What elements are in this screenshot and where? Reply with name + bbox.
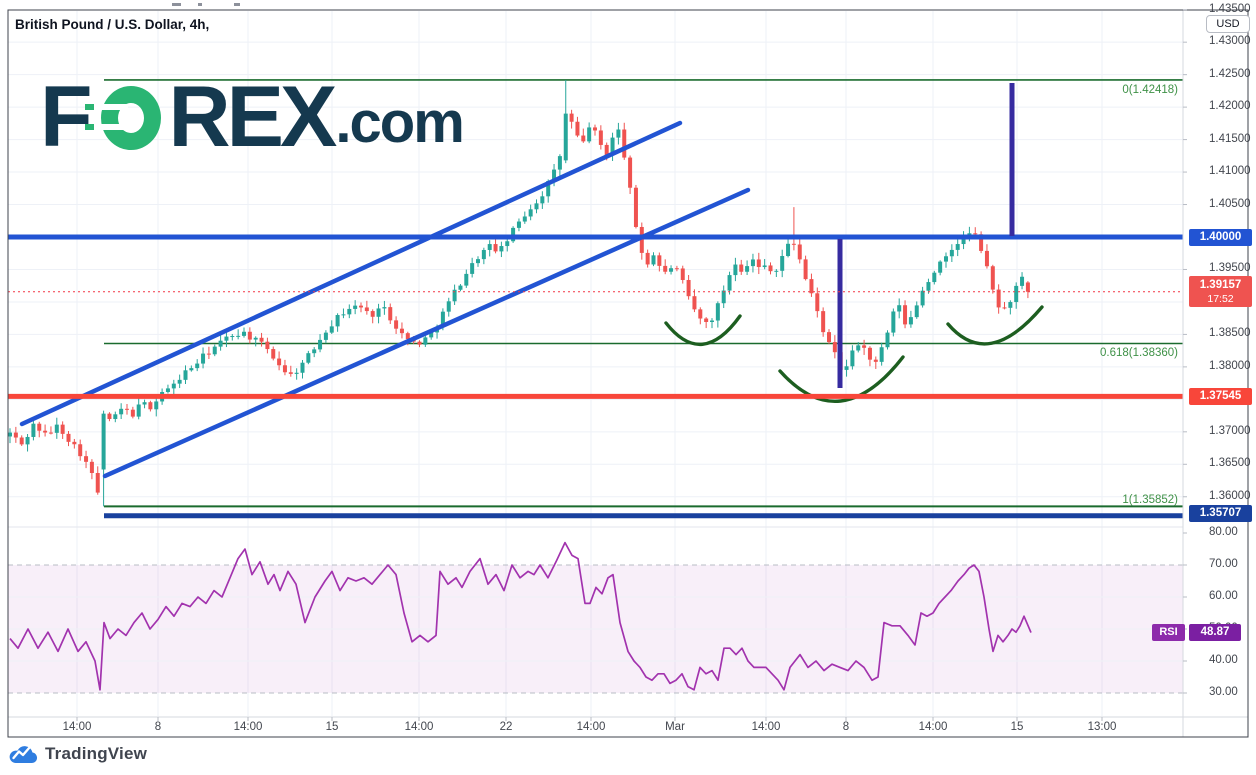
- bar-countdown: 17:52: [1207, 293, 1234, 305]
- time-axis-label: 14:00: [62, 721, 92, 733]
- price-axis-label: 1.41000: [1209, 165, 1251, 178]
- cropped-top-strip: [0, 0, 1256, 10]
- rsi-axis-label: 30.00: [1209, 686, 1238, 698]
- price-axis-label: 1.43500: [1209, 2, 1251, 15]
- watermark-letters-rex: REX: [168, 69, 338, 165]
- price-axis-label: 1.38500: [1209, 327, 1251, 340]
- level-1-37545-badge[interactable]: 1.37545: [1189, 388, 1252, 405]
- rsi-line: [9, 541, 1032, 691]
- price-axis-label: 1.40500: [1209, 197, 1251, 210]
- rsi-value-badge: 48.87: [1189, 624, 1241, 641]
- currency-usd-badge: USD: [1206, 15, 1250, 33]
- cropped-text-fragment: [172, 3, 181, 6]
- fib-level-0-label[interactable]: 0(1.42418): [1122, 84, 1178, 96]
- coin-tick: [84, 104, 94, 110]
- time-axis-label: Mar: [665, 721, 685, 733]
- candlestick-series: [8, 113, 1030, 493]
- price-axis-label: 1.38000: [1209, 359, 1251, 372]
- rsi-axis-label: 70.00: [1209, 558, 1238, 570]
- symbol-title: British Pound / U.S. Dollar, 4h,: [15, 17, 210, 32]
- chart-border: [7, 9, 1249, 738]
- rsi-axis-label: 40.00: [1209, 654, 1238, 666]
- cropped-text-fragment: [198, 3, 202, 6]
- fib-level-1-label[interactable]: 1(1.35852): [1122, 494, 1178, 506]
- coin-slit: [93, 104, 128, 110]
- time-axis-label: 13:00: [1087, 721, 1117, 733]
- price-axis-label: 1.42500: [1209, 67, 1251, 80]
- time-axis-label: 8: [842, 721, 850, 733]
- coin-ring: [100, 86, 161, 150]
- price-axis-label: 1.41500: [1209, 132, 1251, 145]
- price-axis-label: 1.37000: [1209, 424, 1251, 437]
- forex-com-watermark: F REX .com: [40, 69, 465, 165]
- accumulation-arc[interactable]: [946, 305, 1044, 346]
- rsi-indicator-chip[interactable]: RSI: [1152, 624, 1185, 641]
- price-axis-label: 1.36000: [1209, 489, 1251, 502]
- tradingview-label: TradingView: [45, 744, 148, 763]
- tradingview-attribution[interactable]: TradingView: [8, 743, 147, 765]
- time-axis-label: 14:00: [751, 721, 781, 733]
- fib-level-618-label[interactable]: 0.618(1.38360): [1099, 347, 1178, 359]
- level-1-40000-badge[interactable]: 1.40000: [1189, 229, 1252, 246]
- watermark-letter-f: F: [40, 69, 93, 165]
- price-axis-label: 1.42000: [1209, 100, 1251, 113]
- price-axis-label: 1.43000: [1209, 35, 1251, 48]
- coin-tick: [84, 124, 94, 130]
- rsi-axis-label: 80.00: [1209, 526, 1238, 538]
- time-axis-label: 14:00: [918, 721, 948, 733]
- last-price-value: 1.39157: [1199, 279, 1242, 291]
- price-axis-label: 1.36500: [1209, 457, 1251, 470]
- time-axis-label: 15: [325, 721, 339, 733]
- cropped-text-fragment: [234, 3, 240, 6]
- price-axis-label: 1.39500: [1209, 262, 1251, 275]
- time-axis-label: 14:00: [233, 721, 263, 733]
- time-axis-label: 14:00: [576, 721, 606, 733]
- trend-channel-line[interactable]: [19, 120, 683, 427]
- time-axis-label: 22: [499, 721, 513, 733]
- rsi-axis-label: 60.00: [1209, 590, 1238, 602]
- coin-slit: [93, 124, 128, 130]
- accumulation-arc[interactable]: [778, 355, 905, 403]
- accumulation-arc[interactable]: [664, 314, 742, 347]
- time-axis-label: 8: [154, 721, 162, 733]
- time-axis-label: 14:00: [404, 721, 434, 733]
- forex-coin-o-icon: [84, 86, 161, 150]
- trend-channel-line[interactable]: [102, 187, 751, 479]
- time-axis-label: 15: [1010, 721, 1024, 733]
- tradingview-cloud-icon: [9, 746, 38, 764]
- watermark-dot-com: .com: [335, 90, 464, 155]
- last-price-badge: 1.39157 17:52: [1189, 276, 1252, 307]
- level-1-35707-badge[interactable]: 1.35707: [1189, 505, 1252, 522]
